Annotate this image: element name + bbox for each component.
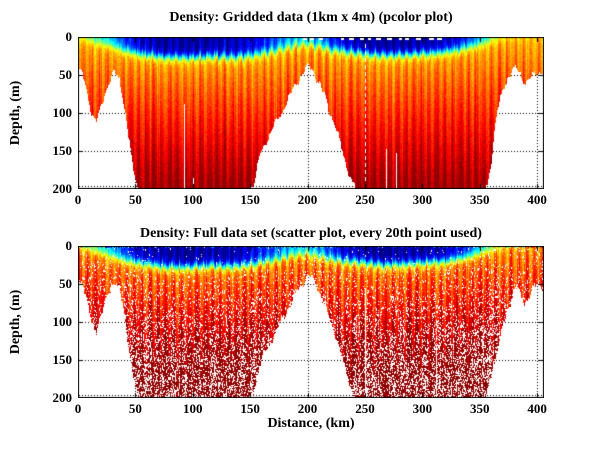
x-tick-label: 200 [297,401,318,416]
pcolor-y-axis-label: Depth, (m) [8,80,23,146]
x-tick-label: 200 [297,192,318,207]
x-tick-label: 150 [240,192,260,207]
scatter-y-axis-label: Depth, (m) [8,289,23,355]
y-tick-label: 100 [52,314,73,329]
scatter-plot-canvas [78,246,544,398]
x-tick-label: 400 [527,401,547,416]
x-tick-label: 0 [74,401,82,416]
y-tick-label: 0 [65,238,73,253]
x-tick-label: 350 [469,192,490,207]
x-tick-label: 300 [412,192,433,207]
y-tick-label: 150 [52,143,73,158]
y-tick-label: 200 [52,181,73,196]
y-tick-label: 100 [52,105,73,120]
x-tick-label: 150 [240,401,260,416]
x-tick-label: 50 [128,192,142,207]
y-tick-label: 200 [52,390,73,405]
x-tick-label: 250 [355,192,375,207]
x-tick-label: 300 [412,401,433,416]
y-tick-label: 50 [59,276,72,291]
x-tick-label: 0 [74,192,82,207]
x-axis-label: Distance, (km) [267,416,355,431]
pcolor-plot-title: Density: Gridded data (1km x 4m) (pcolor… [169,10,453,25]
y-tick-label: 150 [52,352,73,367]
x-tick-label: 350 [469,401,490,416]
x-tick-label: 100 [183,401,203,416]
x-tick-label: 250 [355,401,375,416]
x-tick-label: 400 [527,192,547,207]
y-tick-label: 0 [65,29,73,44]
scatter-plot-title: Density: Full data set (scatter plot, ev… [140,226,482,241]
pcolor-plot-canvas [78,37,544,189]
x-tick-label: 50 [128,401,142,416]
y-tick-label: 50 [59,67,72,82]
x-tick-label: 100 [183,192,203,207]
